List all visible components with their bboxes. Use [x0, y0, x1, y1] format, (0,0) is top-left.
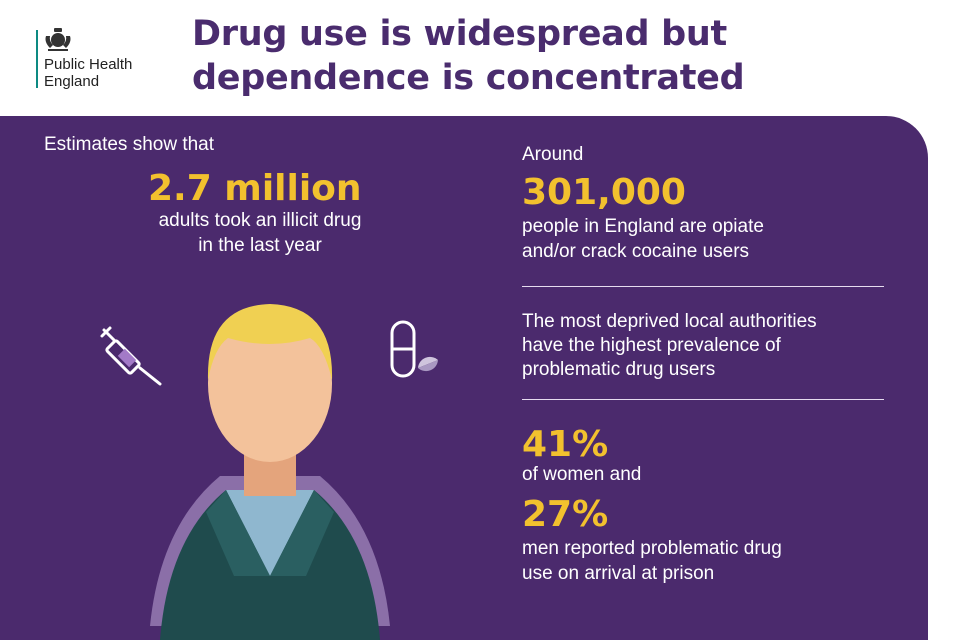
crest-icon	[45, 28, 71, 51]
stat-27-percent-desc-line2: use on arrival at prison	[522, 563, 715, 584]
stat-301000-desc: people in England are opiate and/or crac…	[522, 214, 892, 264]
org-name-line1: Public Health	[44, 56, 133, 73]
stat-41-percent: 41%	[522, 424, 609, 465]
stat-2-7-million-desc-line2: in the last year	[198, 235, 322, 256]
deprived-text-line3: problematic drug users	[522, 359, 716, 380]
stat-27-percent-desc: men reported problematic drug use on arr…	[522, 536, 902, 586]
intro-text: Estimates show that	[44, 134, 215, 155]
stat-2-7-million: 2.7 million	[148, 168, 362, 209]
phe-logo: Public Health England	[36, 28, 166, 96]
syringe-icon	[100, 326, 162, 386]
logo-rule	[36, 30, 38, 88]
page-title-line2: dependence is concentrated	[192, 58, 745, 98]
around-text: Around	[522, 144, 584, 165]
deprived-text-line2: have the highest prevalence of	[522, 335, 781, 356]
stat-2-7-million-desc-line1: adults took an illicit drug	[158, 210, 362, 231]
org-name: Public Health England	[44, 56, 132, 90]
infographic-panel: Estimates show that 2.7 million adults t…	[0, 116, 928, 640]
page-title: Drug use is widespread but dependence is…	[192, 12, 932, 100]
stat-301000: 301,000	[522, 172, 686, 213]
divider	[522, 286, 884, 287]
deprived-text: The most deprived local authorities have…	[522, 310, 902, 382]
person-illustration	[150, 304, 390, 640]
stat-41-percent-desc: of women and	[522, 464, 642, 485]
stat-2-7-million-desc: adults took an illicit drug in the last …	[120, 208, 400, 258]
page-title-line1: Drug use is widespread but	[192, 14, 727, 54]
stat-301000-desc-line1: people in England are opiate	[522, 216, 764, 237]
divider	[522, 399, 884, 400]
stat-301000-desc-line2: and/or crack cocaine users	[522, 241, 750, 262]
stat-27-percent-desc-line1: men reported problematic drug	[522, 538, 782, 559]
deprived-text-line1: The most deprived local authorities	[522, 311, 817, 332]
org-name-line2: England	[44, 73, 100, 90]
stat-27-percent: 27%	[522, 494, 609, 535]
pill-icon	[390, 320, 438, 378]
